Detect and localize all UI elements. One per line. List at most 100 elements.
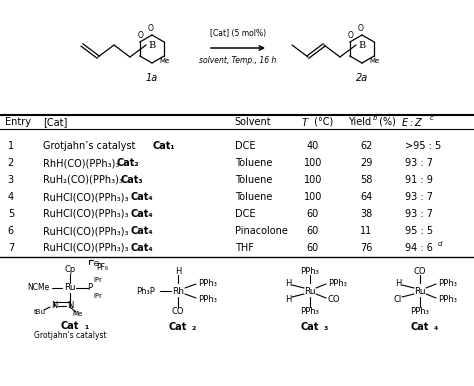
- Text: $d$: $d$: [437, 239, 443, 249]
- Text: B: B: [148, 41, 155, 49]
- Text: 11: 11: [360, 226, 373, 236]
- Text: 40: 40: [307, 141, 319, 151]
- Text: PPh₃: PPh₃: [301, 306, 319, 315]
- Text: H: H: [395, 279, 401, 288]
- Text: H: H: [285, 295, 291, 303]
- Text: ₃: ₃: [324, 322, 328, 332]
- Text: H: H: [175, 266, 181, 276]
- Text: PPh₃: PPh₃: [410, 306, 429, 315]
- Text: 1: 1: [8, 141, 14, 151]
- Text: ₁: ₁: [84, 321, 88, 331]
- Text: RuHCl(CO)(PPh₃)₃: RuHCl(CO)(PPh₃)₃: [43, 209, 131, 219]
- Text: Me: Me: [369, 58, 379, 64]
- Text: Cat₃: Cat₃: [121, 175, 143, 185]
- Text: 91 : 9: 91 : 9: [404, 175, 432, 185]
- Text: N: N: [51, 301, 57, 310]
- Text: 93 : 7: 93 : 7: [404, 192, 433, 202]
- Text: Me: Me: [159, 58, 169, 64]
- Text: >95 : 5: >95 : 5: [404, 141, 441, 151]
- Text: 94 : 6: 94 : 6: [404, 243, 432, 253]
- Text: 62: 62: [360, 141, 373, 151]
- Text: PPh₃: PPh₃: [438, 279, 457, 288]
- Text: 4: 4: [8, 192, 14, 202]
- Text: CO: CO: [414, 266, 426, 276]
- Text: RuHCl(CO)(PPh₃)₃: RuHCl(CO)(PPh₃)₃: [43, 243, 131, 253]
- Text: 1a: 1a: [146, 73, 158, 83]
- Text: PF₆: PF₆: [96, 264, 108, 273]
- Text: ₄: ₄: [434, 322, 438, 332]
- Text: Yield: Yield: [348, 117, 372, 127]
- Text: Cp: Cp: [64, 266, 76, 274]
- Text: Cat: Cat: [301, 322, 319, 332]
- Text: iPr: iPr: [93, 277, 102, 283]
- Text: RhH(CO)(PPh₃)₃: RhH(CO)(PPh₃)₃: [43, 158, 122, 168]
- Text: Ph₃P: Ph₃P: [137, 286, 155, 296]
- Text: N: N: [67, 301, 73, 310]
- Text: Ru: Ru: [414, 286, 426, 296]
- Text: RuHCl(CO)(PPh₃)₃: RuHCl(CO)(PPh₃)₃: [43, 226, 131, 236]
- Text: Grotjahn's catalyst: Grotjahn's catalyst: [34, 332, 106, 340]
- Text: iPr: iPr: [93, 293, 102, 299]
- Text: THF: THF: [235, 243, 254, 253]
- Text: 58: 58: [360, 175, 373, 185]
- Text: Toluene: Toluene: [235, 158, 272, 168]
- Text: Cl: Cl: [394, 295, 402, 303]
- Text: [Cat]: [Cat]: [43, 117, 67, 127]
- Text: 93 : 7: 93 : 7: [404, 158, 433, 168]
- Text: [Cat] (5 mol%): [Cat] (5 mol%): [210, 29, 266, 38]
- Text: 60: 60: [307, 226, 319, 236]
- Text: $b$: $b$: [373, 113, 379, 122]
- Text: 29: 29: [360, 158, 373, 168]
- Text: H: H: [285, 279, 291, 288]
- Text: tBu: tBu: [34, 309, 46, 315]
- Text: 2a: 2a: [356, 73, 368, 83]
- Text: Cat₄: Cat₄: [131, 226, 153, 236]
- Text: PPh₃: PPh₃: [301, 266, 319, 276]
- Text: 76: 76: [360, 243, 373, 253]
- Text: Cat: Cat: [411, 322, 429, 332]
- Text: Entry: Entry: [5, 117, 31, 127]
- Text: O: O: [138, 31, 144, 40]
- Text: CO: CO: [328, 295, 340, 303]
- Text: CO: CO: [172, 306, 184, 315]
- Text: B: B: [358, 41, 365, 49]
- Text: Cat: Cat: [61, 321, 79, 331]
- Text: Toluene: Toluene: [235, 192, 272, 202]
- Text: O: O: [358, 24, 364, 33]
- Text: 64: 64: [360, 192, 373, 202]
- Text: Grotjahn’s catalyst: Grotjahn’s catalyst: [43, 141, 138, 151]
- Text: Me: Me: [73, 311, 83, 317]
- Text: RuHCl(CO)(PPh₃)₃: RuHCl(CO)(PPh₃)₃: [43, 192, 131, 202]
- Text: 93 : 7: 93 : 7: [404, 209, 433, 219]
- Text: Cat₁: Cat₁: [153, 141, 175, 151]
- Text: PPh₃: PPh₃: [199, 295, 218, 303]
- Text: Cat₂: Cat₂: [117, 158, 139, 168]
- Text: Cat: Cat: [169, 322, 187, 332]
- Text: 95 : 5: 95 : 5: [404, 226, 433, 236]
- Text: 60: 60: [307, 243, 319, 253]
- Text: 60: 60: [307, 209, 319, 219]
- Text: PPh₃: PPh₃: [438, 295, 457, 303]
- Text: Solvent: Solvent: [235, 117, 271, 127]
- Text: ⊖: ⊖: [92, 259, 100, 269]
- Text: P: P: [87, 283, 92, 293]
- Text: 2: 2: [8, 158, 14, 168]
- Text: 7: 7: [8, 243, 14, 253]
- Text: 5: 5: [8, 209, 14, 219]
- Text: 3: 3: [8, 175, 14, 185]
- Text: 100: 100: [304, 192, 322, 202]
- Text: solvent, Temp., 16 h: solvent, Temp., 16 h: [199, 56, 277, 65]
- Text: Toluene: Toluene: [235, 175, 272, 185]
- Text: O: O: [148, 24, 154, 33]
- Text: PPh₃: PPh₃: [328, 279, 347, 288]
- Text: 38: 38: [360, 209, 373, 219]
- Text: Cat₄: Cat₄: [131, 209, 153, 219]
- Text: Ru: Ru: [64, 283, 76, 293]
- Text: (%): (%): [376, 117, 396, 127]
- Text: RuH₂(CO)(PPh₃)₃: RuH₂(CO)(PPh₃)₃: [43, 175, 126, 185]
- Text: ₂: ₂: [192, 322, 196, 332]
- Text: 100: 100: [304, 175, 322, 185]
- Text: DCE: DCE: [235, 141, 255, 151]
- Text: Cat₄: Cat₄: [131, 243, 153, 253]
- Text: O: O: [348, 31, 354, 40]
